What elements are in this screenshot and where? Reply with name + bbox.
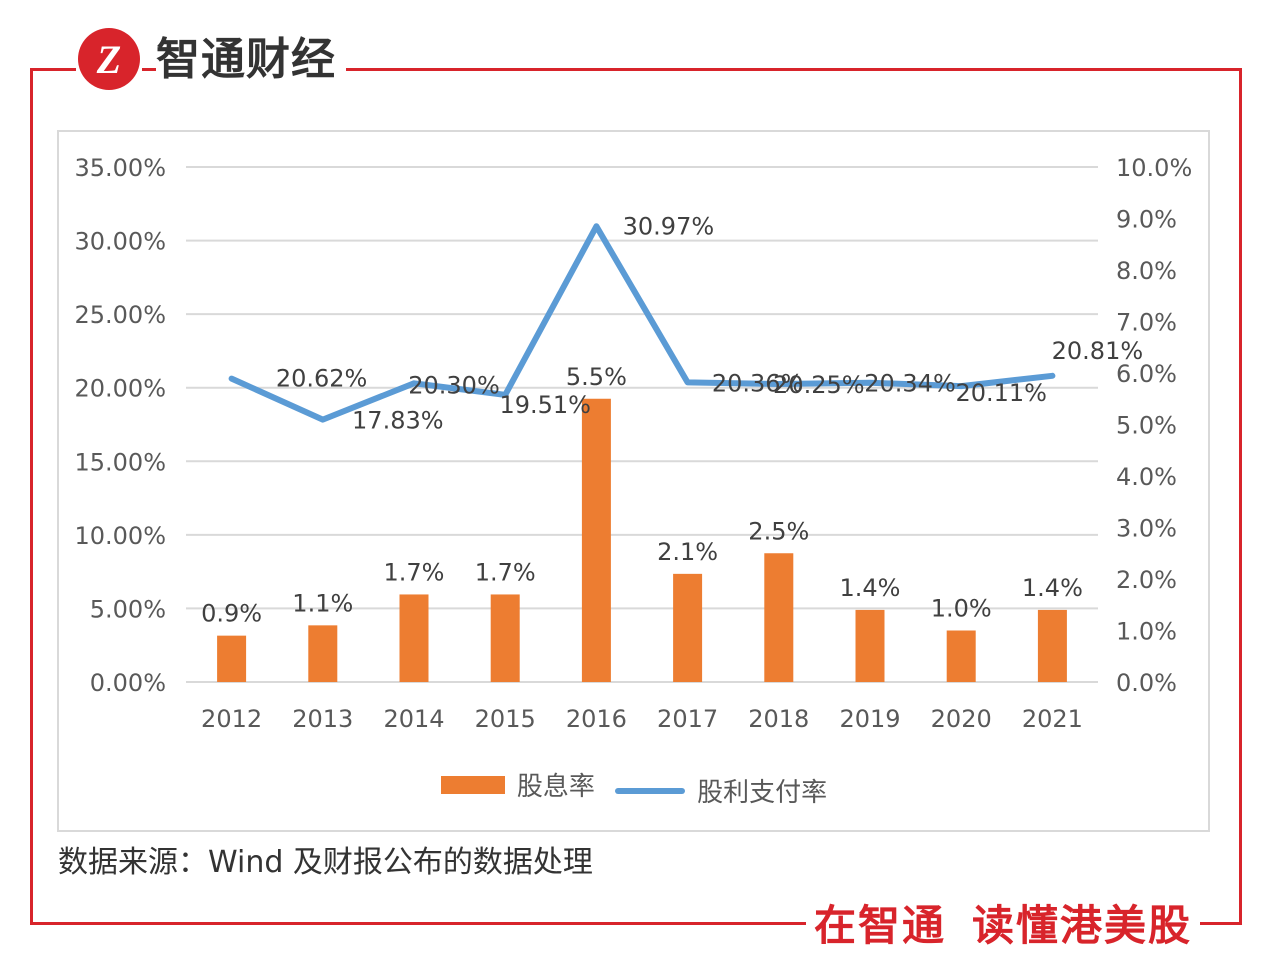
y-right-tick-label: 8.0%: [1116, 257, 1177, 285]
slogan-left: 在智通: [813, 901, 946, 950]
y-left-tick-label: 15.00%: [74, 448, 166, 476]
line-point: [229, 376, 235, 382]
brand-name: 智通财经: [156, 30, 346, 90]
y-right-tick-label: 10.0%: [1116, 154, 1192, 182]
bar: [490, 594, 520, 682]
y-left-tick-label: 0.00%: [90, 669, 166, 697]
bar: [946, 630, 976, 682]
line-data-label: 20.34%: [864, 370, 956, 398]
bar-data-label: 1.7%: [475, 558, 536, 586]
y-right-tick-label: 6.0%: [1116, 360, 1177, 388]
slogan: 在智通 读懂港美股: [805, 898, 1200, 954]
legend-swatch-bar: [440, 775, 505, 794]
x-tick-label: 2013: [292, 705, 353, 733]
line-data-label: 20.11%: [955, 379, 1047, 407]
line-point: [502, 392, 508, 398]
y-left-tick-label: 20.00%: [74, 375, 166, 403]
x-tick-label: 2017: [657, 705, 718, 733]
brand-logo-mark: Z: [96, 37, 121, 82]
x-tick-label: 2021: [1022, 705, 1083, 733]
x-tick-label: 2016: [566, 705, 627, 733]
line-data-label: 19.51%: [499, 391, 591, 419]
bar: [673, 573, 703, 682]
line-point: [685, 379, 691, 385]
y-right-tick-label: 1.0%: [1116, 618, 1177, 646]
line-data-label: 30.97%: [623, 212, 715, 240]
y-right-tick-label: 0.0%: [1116, 669, 1177, 697]
legend-item-line: 股利支付率: [615, 772, 827, 809]
chart-legend: 股息率 股利支付率: [0, 766, 1268, 809]
line-data-label: 20.36%: [712, 369, 804, 397]
series-line: [228, 223, 1056, 423]
frame-right-line: [1239, 68, 1242, 925]
line-data-label: 20.81%: [1052, 337, 1144, 365]
frame-bottom-line: [30, 922, 1242, 925]
y-right-tick-label: 3.0%: [1116, 515, 1177, 543]
y-right-tick-label: 4.0%: [1116, 463, 1177, 491]
brand-logo-icon: Z: [76, 22, 142, 96]
bar-data-label: 1.1%: [292, 589, 353, 617]
y-left-tick-label: 5.00%: [90, 595, 166, 623]
bar: [399, 594, 429, 682]
bar-data-label: 2.1%: [657, 538, 718, 566]
bar: [217, 635, 247, 682]
line-data-label: 20.30%: [408, 371, 500, 399]
bar: [308, 625, 338, 682]
bar-data-label: 1.4%: [1022, 574, 1083, 602]
line-point: [776, 381, 782, 387]
line-point: [593, 223, 599, 229]
line-point: [411, 380, 417, 386]
y-left-tick-label: 25.00%: [74, 301, 166, 329]
bar-data-label: 1.7%: [384, 558, 445, 586]
y-left-tick-label: 30.00%: [74, 228, 166, 256]
y-left-tick-label: 10.00%: [74, 522, 166, 550]
line-point: [1049, 373, 1055, 379]
source-note: 数据来源：Wind 及财报公布的数据处理: [58, 845, 593, 880]
bar: [581, 398, 611, 682]
frame-left-line: [30, 68, 33, 925]
bar-data-label: 1.4%: [840, 574, 901, 602]
slogan-right: 读懂港美股: [971, 901, 1192, 950]
line-data-label: 17.83%: [352, 407, 444, 435]
x-tick-label: 2018: [748, 705, 809, 733]
legend-label-bar: 股息率: [516, 772, 595, 802]
bar: [764, 553, 794, 682]
y-right-tick-label: 9.0%: [1116, 206, 1177, 234]
y-right-tick-label: 2.0%: [1116, 566, 1177, 594]
x-tick-label: 2019: [839, 705, 900, 733]
x-tick-label: 2015: [475, 705, 536, 733]
legend-label-line: 股利支付率: [697, 778, 828, 808]
y-right-tick-label: 5.0%: [1116, 412, 1177, 440]
bar: [855, 609, 885, 682]
line-point: [320, 417, 326, 423]
bar-data-label: 2.5%: [748, 517, 809, 545]
legend-item-bar: 股息率: [440, 766, 595, 803]
y-right-tick-label: 7.0%: [1116, 309, 1177, 337]
y-left-tick-label: 35.00%: [74, 154, 166, 182]
x-tick-label: 2020: [931, 705, 992, 733]
line-data-label: 20.62%: [276, 365, 368, 393]
legend-swatch-line: [615, 787, 686, 794]
line-point: [958, 383, 964, 389]
bar: [1037, 609, 1067, 682]
bar-data-label: 1.0%: [931, 595, 992, 623]
line-point: [867, 380, 873, 386]
x-tick-label: 2012: [201, 705, 262, 733]
frame-top-line: [30, 68, 1242, 71]
chart-panel: [57, 130, 1210, 832]
bar-data-label: 5.5%: [566, 363, 627, 391]
bar-data-label: 0.9%: [201, 600, 262, 628]
line-data-label: 20.25%: [773, 371, 865, 399]
x-tick-label: 2014: [383, 705, 444, 733]
